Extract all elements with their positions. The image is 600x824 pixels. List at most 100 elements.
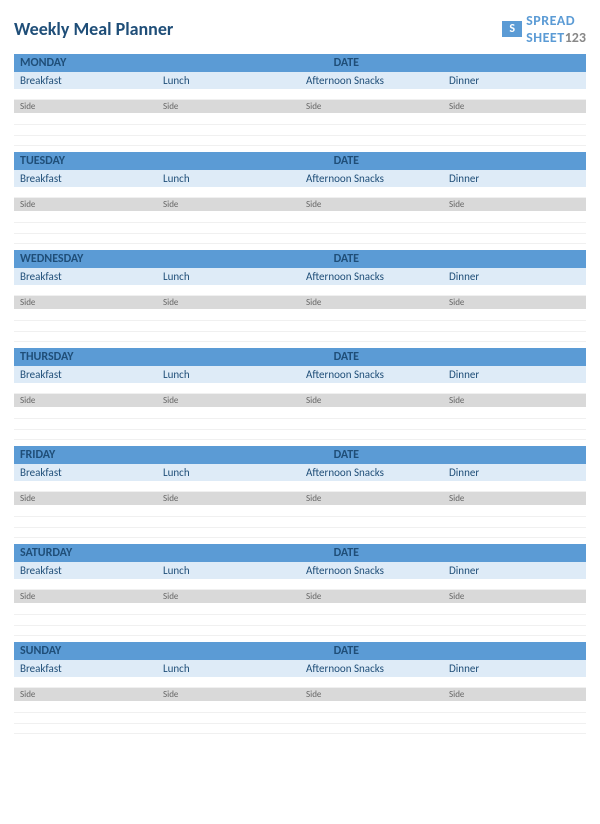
side-header-row: SideSideSideSide <box>14 688 586 701</box>
day-block: THURSDAYDATEBreakfastLunchAfternoon Snac… <box>14 348 586 440</box>
meal-entry-row[interactable] <box>14 187 586 198</box>
side-label: Side <box>300 590 443 603</box>
day-header: THURSDAYDATE <box>14 348 586 366</box>
meal-column-header: Afternoon Snacks <box>300 170 443 187</box>
meal-column-header: Lunch <box>157 170 300 187</box>
meal-entry-row[interactable] <box>14 383 586 394</box>
meal-column-header: Dinner <box>443 366 586 383</box>
extra-entry-rows[interactable] <box>14 712 586 734</box>
side-label: Side <box>300 394 443 407</box>
side-entry-row[interactable] <box>14 505 586 516</box>
meals-header-row: BreakfastLunchAfternoon SnacksDinner <box>14 366 586 383</box>
meal-column-header: Breakfast <box>14 562 157 579</box>
side-label: Side <box>443 198 586 211</box>
side-label: Side <box>14 688 157 701</box>
side-label: Side <box>443 492 586 505</box>
side-label: Side <box>157 296 300 309</box>
side-entry-row[interactable] <box>14 309 586 320</box>
page-header: Weekly Meal Planner S SPREAD SHEET123 <box>14 12 586 46</box>
side-label: Side <box>443 688 586 701</box>
meal-column-header: Lunch <box>157 562 300 579</box>
meal-column-header: Breakfast <box>14 464 157 481</box>
extra-entry-rows[interactable] <box>14 516 586 538</box>
side-label: Side <box>14 394 157 407</box>
day-name: TUESDAY <box>20 154 334 168</box>
date-label: DATE <box>334 252 580 266</box>
day-block: FRIDAYDATEBreakfastLunchAfternoon Snacks… <box>14 446 586 538</box>
day-name: SATURDAY <box>20 546 334 560</box>
day-name: THURSDAY <box>20 350 334 364</box>
meal-column-header: Dinner <box>443 464 586 481</box>
meal-column-header: Lunch <box>157 268 300 285</box>
meal-column-header: Afternoon Snacks <box>300 268 443 285</box>
meal-entry-row[interactable] <box>14 89 586 100</box>
meal-entry-row[interactable] <box>14 285 586 296</box>
date-label: DATE <box>334 644 580 658</box>
day-name: SUNDAY <box>20 644 334 658</box>
day-name: MONDAY <box>20 56 334 70</box>
side-label: Side <box>443 100 586 113</box>
side-label: Side <box>157 198 300 211</box>
side-label: Side <box>443 394 586 407</box>
meal-column-header: Afternoon Snacks <box>300 660 443 677</box>
side-entry-row[interactable] <box>14 603 586 614</box>
side-entry-row[interactable] <box>14 407 586 418</box>
meal-column-header: Dinner <box>443 72 586 89</box>
logo-num: 123 <box>565 29 586 46</box>
meal-column-header: Dinner <box>443 170 586 187</box>
day-header: WEDNESDAYDATE <box>14 250 586 268</box>
day-block: SUNDAYDATEBreakfastLunchAfternoon Snacks… <box>14 642 586 734</box>
logo-text-main: SPREAD <box>526 12 575 29</box>
side-entry-row[interactable] <box>14 701 586 712</box>
meal-column-header: Lunch <box>157 72 300 89</box>
extra-entry-rows[interactable] <box>14 418 586 440</box>
meal-column-header: Afternoon Snacks <box>300 72 443 89</box>
days-container: MONDAYDATEBreakfastLunchAfternoon Snacks… <box>14 54 586 734</box>
day-block: MONDAYDATEBreakfastLunchAfternoon Snacks… <box>14 54 586 146</box>
side-header-row: SideSideSideSide <box>14 100 586 113</box>
extra-entry-rows[interactable] <box>14 124 586 146</box>
day-block: TUESDAYDATEBreakfastLunchAfternoon Snack… <box>14 152 586 244</box>
day-header: FRIDAYDATE <box>14 446 586 464</box>
side-label: Side <box>157 590 300 603</box>
extra-entry-rows[interactable] <box>14 614 586 636</box>
side-label: Side <box>14 198 157 211</box>
brand-logo: S SPREAD SHEET123 <box>502 12 586 46</box>
meal-column-header: Lunch <box>157 660 300 677</box>
meal-column-header: Afternoon Snacks <box>300 366 443 383</box>
extra-entry-rows[interactable] <box>14 320 586 342</box>
date-label: DATE <box>334 154 580 168</box>
meal-column-header: Breakfast <box>14 170 157 187</box>
logo-text-sub: SHEET <box>526 29 565 46</box>
day-header: TUESDAYDATE <box>14 152 586 170</box>
side-label: Side <box>300 296 443 309</box>
extra-entry-rows[interactable] <box>14 222 586 244</box>
meal-column-header: Dinner <box>443 562 586 579</box>
meal-entry-row[interactable] <box>14 579 586 590</box>
day-name: FRIDAY <box>20 448 334 462</box>
side-label: Side <box>157 688 300 701</box>
side-entry-row[interactable] <box>14 211 586 222</box>
meal-entry-row[interactable] <box>14 481 586 492</box>
side-label: Side <box>443 296 586 309</box>
day-header: MONDAYDATE <box>14 54 586 72</box>
side-header-row: SideSideSideSide <box>14 296 586 309</box>
side-label: Side <box>14 100 157 113</box>
meal-column-header: Lunch <box>157 464 300 481</box>
side-header-row: SideSideSideSide <box>14 590 586 603</box>
meals-header-row: BreakfastLunchAfternoon SnacksDinner <box>14 170 586 187</box>
meals-header-row: BreakfastLunchAfternoon SnacksDinner <box>14 562 586 579</box>
page-title: Weekly Meal Planner <box>14 18 173 40</box>
day-header: SUNDAYDATE <box>14 642 586 660</box>
side-label: Side <box>157 100 300 113</box>
meals-header-row: BreakfastLunchAfternoon SnacksDinner <box>14 268 586 285</box>
meal-column-header: Breakfast <box>14 268 157 285</box>
meal-entry-row[interactable] <box>14 677 586 688</box>
side-label: Side <box>300 198 443 211</box>
date-label: DATE <box>334 448 580 462</box>
meal-column-header: Dinner <box>443 268 586 285</box>
side-entry-row[interactable] <box>14 113 586 124</box>
side-label: Side <box>300 100 443 113</box>
side-label: Side <box>157 394 300 407</box>
day-name: WEDNESDAY <box>20 252 334 266</box>
